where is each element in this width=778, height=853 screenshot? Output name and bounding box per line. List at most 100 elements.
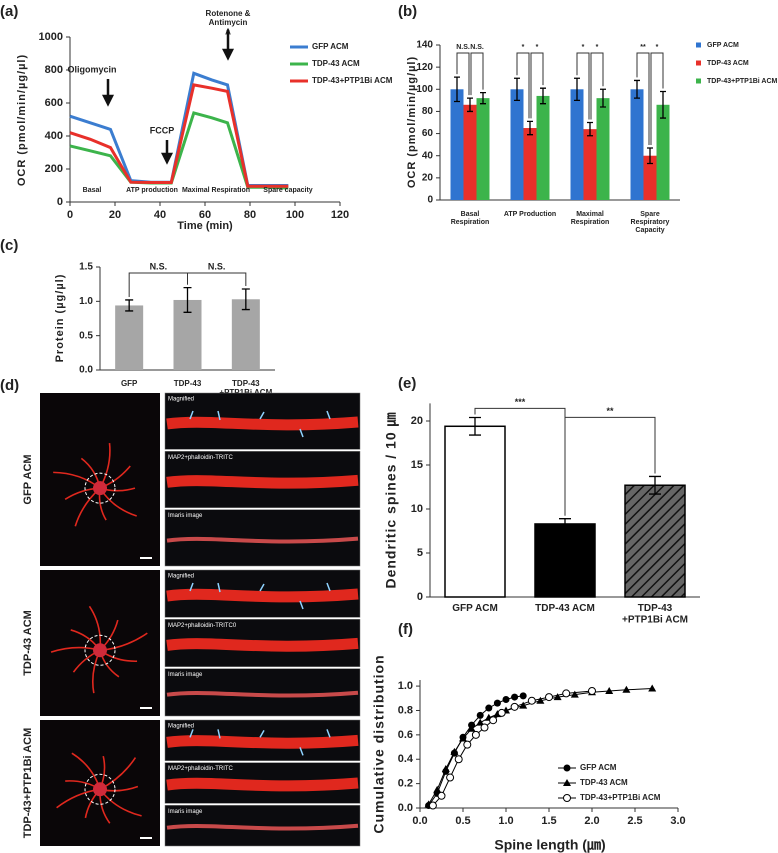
legend-swatch bbox=[696, 60, 701, 66]
x-tick-label: 20 bbox=[109, 209, 121, 221]
y-tick-label: 1000 bbox=[39, 31, 63, 43]
x-tick-label: 40 bbox=[154, 209, 166, 221]
inset-label: Imaris image bbox=[168, 672, 203, 678]
bar bbox=[570, 89, 584, 200]
significance-label: * bbox=[596, 44, 599, 51]
significance-label: *** bbox=[515, 397, 526, 407]
significance-label: * bbox=[656, 44, 659, 51]
x-tick-label: GFP bbox=[121, 379, 138, 388]
error-bar bbox=[574, 77, 580, 102]
y-tick-label: 60 bbox=[422, 128, 434, 139]
significance-label: * bbox=[536, 44, 539, 51]
marker bbox=[471, 730, 480, 739]
y-axis-label: Protein (µg/µl) bbox=[54, 274, 66, 363]
inset-label: Magnified bbox=[168, 574, 194, 580]
error-bar bbox=[514, 77, 520, 102]
marker bbox=[476, 711, 484, 719]
x-tick-label: 100 bbox=[286, 209, 304, 221]
dendrite-segment bbox=[166, 637, 359, 652]
y-tick-label: 0 bbox=[417, 591, 423, 603]
x-tick-label: 1.5 bbox=[541, 815, 556, 827]
panel-label: (a) bbox=[0, 3, 18, 20]
significance-bracket bbox=[564, 416, 656, 516]
y-tick-label: 1.5 bbox=[79, 262, 93, 273]
y-tick-label: 15 bbox=[411, 459, 423, 471]
significance-label: N.S. bbox=[208, 261, 226, 271]
soma bbox=[93, 782, 107, 797]
y-tick-label: 80 bbox=[422, 106, 434, 117]
marker bbox=[441, 764, 450, 772]
significance-bracket bbox=[516, 52, 530, 119]
micrograph bbox=[40, 393, 160, 566]
marker bbox=[467, 724, 476, 732]
y-tick-label: 10 bbox=[411, 503, 423, 515]
legend-label: TDP-43 ACM bbox=[707, 60, 749, 67]
x-tick-label: Spare Respiratory Capacity bbox=[631, 211, 670, 234]
marker bbox=[450, 747, 459, 755]
error-bar bbox=[480, 91, 486, 105]
marker bbox=[459, 734, 467, 742]
y-tick-label: 20 bbox=[422, 172, 434, 183]
panel-label: (b) bbox=[398, 3, 417, 20]
legend-label: TDP-43+PTP1Bi ACM bbox=[312, 76, 393, 85]
marker bbox=[433, 785, 442, 793]
x-axis-label: Spine length (㎛) bbox=[494, 837, 605, 853]
legend-label: TDP-43 ACM bbox=[312, 59, 360, 68]
marker bbox=[622, 685, 631, 693]
marker bbox=[476, 718, 485, 726]
dendrite-segment bbox=[166, 777, 359, 792]
dendrite-segment bbox=[166, 734, 359, 749]
marker bbox=[570, 690, 579, 698]
y-tick-label: 0.0 bbox=[398, 802, 413, 814]
marker bbox=[527, 696, 536, 705]
y-tick-label: 0.5 bbox=[79, 330, 93, 341]
bar bbox=[630, 89, 644, 200]
error-bar bbox=[647, 147, 653, 165]
x-tick-label: 0.0 bbox=[412, 815, 427, 827]
marker bbox=[493, 699, 501, 707]
annotation: Basal bbox=[83, 187, 102, 194]
marker bbox=[648, 684, 657, 692]
bar bbox=[115, 305, 144, 370]
marker bbox=[545, 693, 553, 702]
annotation: Maximal Respiration bbox=[182, 187, 250, 194]
y-tick-label: 1.0 bbox=[398, 680, 413, 692]
panel-label: (e) bbox=[398, 375, 416, 392]
legend-swatch bbox=[696, 78, 701, 84]
x-tick-label: ATP Production bbox=[504, 211, 556, 218]
inset-label: MAP2+phalloidin-TRITC0 bbox=[168, 623, 237, 629]
spines bbox=[189, 582, 331, 610]
marker bbox=[485, 704, 493, 712]
panel-label: (c) bbox=[0, 237, 18, 254]
series-line bbox=[69, 83, 289, 188]
marker bbox=[437, 791, 446, 800]
marker bbox=[454, 755, 463, 764]
legend-marker bbox=[563, 779, 571, 786]
error-bar bbox=[183, 286, 192, 313]
x-tick-label: 60 bbox=[199, 209, 211, 221]
error-bar bbox=[649, 475, 661, 495]
significance-bracket bbox=[187, 272, 247, 286]
legend-label: GFP ACM bbox=[707, 42, 739, 49]
x-axis-label: Time (min) bbox=[177, 220, 233, 232]
marker bbox=[553, 693, 562, 701]
arrow bbox=[101, 79, 115, 107]
inset-label: Imaris image bbox=[168, 809, 203, 815]
x-tick-label: TDP-43 bbox=[174, 379, 202, 388]
error-bar bbox=[600, 88, 606, 108]
marker bbox=[536, 696, 545, 704]
significance-bracket bbox=[650, 52, 664, 145]
inset-label: Imaris image bbox=[168, 513, 203, 519]
x-tick-label: Basal Respiration bbox=[451, 211, 490, 226]
significance-label: ** bbox=[606, 406, 614, 416]
y-axis-label: OCR (pmol/min/µg/µl) bbox=[406, 56, 418, 188]
error-bar bbox=[527, 120, 533, 136]
dendrite-segment bbox=[166, 690, 359, 698]
x-tick-label: 2.0 bbox=[584, 815, 599, 827]
y-tick-label: 0.4 bbox=[398, 753, 414, 765]
y-tick-label: 0.8 bbox=[398, 704, 413, 716]
marker bbox=[463, 740, 472, 749]
legend-marker bbox=[563, 764, 571, 772]
significance-label: ** bbox=[640, 44, 646, 51]
bar bbox=[596, 98, 610, 200]
